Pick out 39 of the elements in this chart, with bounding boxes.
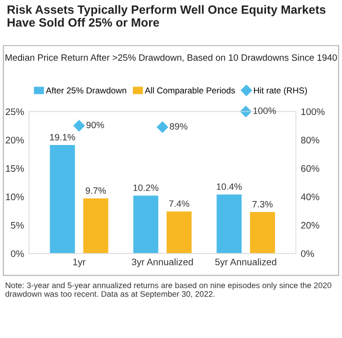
y2-tick-label: 100% xyxy=(301,108,325,116)
data-label: 7.4% xyxy=(169,200,190,207)
y-tick-label: 25% xyxy=(6,108,24,116)
x-tick-label: 5yr Annualized xyxy=(215,258,276,268)
y-tick-label: 15% xyxy=(6,165,24,172)
bar xyxy=(166,211,192,254)
data-label: 19.1% xyxy=(50,134,76,140)
legend-label: Hit rate (RHS) xyxy=(254,87,307,96)
x-tick-label: 3yr Annualized xyxy=(132,258,193,268)
data-label: 7.3% xyxy=(252,200,273,208)
bar xyxy=(216,194,242,254)
data-label: 9.7% xyxy=(86,187,106,194)
y2-tick-label: 60% xyxy=(301,165,320,172)
y2-tick-label: 20% xyxy=(301,222,320,229)
y-tick-label: 0% xyxy=(10,250,24,258)
chart-title: Risk Assets Typically Perform Well Once Equity Markets Have Sold Off 25% or More xyxy=(8,5,326,27)
y-tick-label: 20% xyxy=(6,136,24,144)
y-tick-label: 10% xyxy=(6,194,24,200)
bar xyxy=(133,196,158,254)
y2-tick-label: 80% xyxy=(301,136,320,144)
chart-subtitle: Median Price Return After >25% Drawdown, Based on 10 Drawdowns Since 1940 xyxy=(6,54,337,62)
data-label: 10.4% xyxy=(216,183,242,190)
legend-label: All Comparable Periods xyxy=(144,87,235,96)
data-label: 89% xyxy=(170,123,188,130)
bar xyxy=(50,145,75,254)
text: Note: 3-year and 5-year annualized returns are based on nine episodes only since the 2020 drawdown was too recent. Data as at September 30, 2022. xyxy=(5,282,332,298)
data-label: 10.2% xyxy=(133,184,158,191)
y2-tick-label: 0% xyxy=(301,250,314,258)
point xyxy=(240,106,252,118)
x-tick-label: 1yr xyxy=(73,258,86,268)
y2-tick-label: 40% xyxy=(300,194,320,200)
point xyxy=(156,122,168,133)
point xyxy=(73,120,85,132)
legend-label: After 25% Drawdown xyxy=(46,87,126,94)
bar xyxy=(250,212,275,254)
data-label: 90% xyxy=(86,122,104,128)
data-label: 100% xyxy=(253,108,276,114)
bar xyxy=(83,198,108,254)
y-tick-label: 5% xyxy=(10,222,24,229)
